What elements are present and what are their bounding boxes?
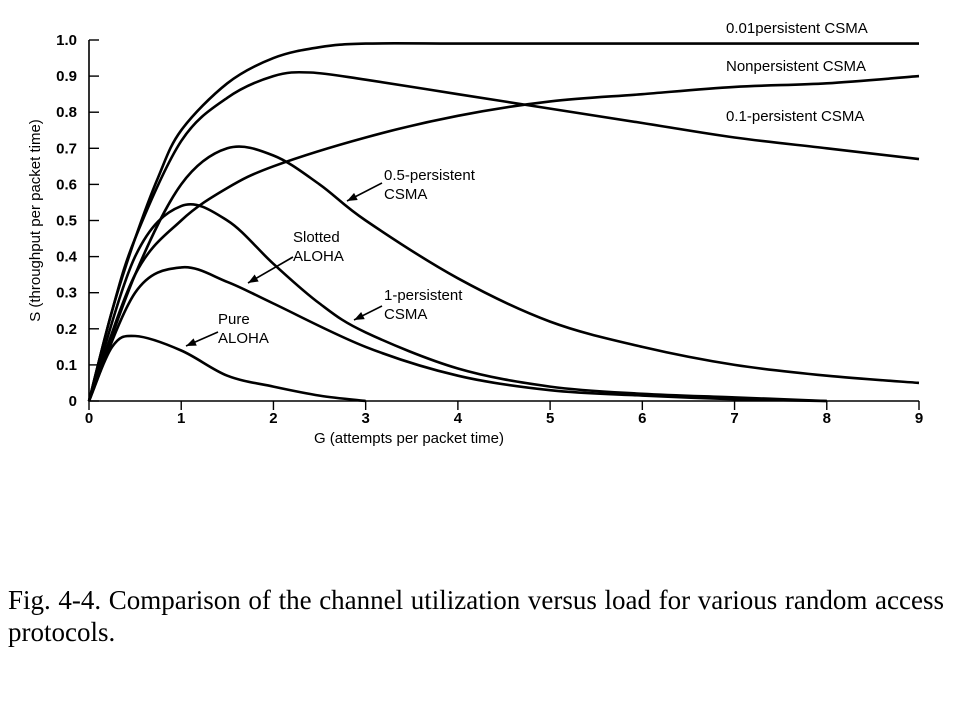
- y-tick-label: 0.6: [56, 176, 77, 193]
- y-tick-label: 0.3: [56, 285, 77, 302]
- series-annotation: Nonpersistent CSMA: [726, 58, 866, 75]
- x-tick-label: 8: [823, 410, 831, 427]
- y-tick-label: 0.2: [56, 321, 77, 338]
- y-tick-label: 0.4: [56, 249, 78, 266]
- series-annotation: CSMA: [384, 306, 427, 323]
- x-tick-label: 1: [177, 410, 185, 427]
- x-tick-label: 2: [269, 410, 277, 427]
- x-tick-label: 7: [730, 410, 738, 427]
- x-tick-label: 5: [546, 410, 554, 427]
- annotation-arrowhead: [354, 311, 365, 320]
- series-line: [87, 334, 366, 403]
- annotation-arrowhead: [248, 274, 259, 283]
- series-line: [87, 70, 920, 402]
- y-tick-label: 1.0: [56, 32, 77, 49]
- chart-axes: 0 0.1 0.2 0.3 0.4 0.5 0.6 0.7 0.8 0.9 1.0 0 1 2 3 4 5 6 7 8…: [56, 32, 923, 427]
- x-tick-label: 3: [361, 410, 369, 427]
- series-annotation: 1-persistent: [384, 287, 463, 304]
- series-line: [87, 203, 827, 403]
- series-annotation: CSMA: [384, 186, 427, 203]
- series-annotation: 0.1-persistent CSMA: [726, 108, 864, 125]
- series-line: [87, 74, 920, 402]
- series-annotation: ALOHA: [218, 330, 269, 347]
- chart: 0 0.1 0.2 0.3 0.4 0.5 0.6 0.7 0.8 0.9 1.0 0 1 2 3 4 5 6 7 8…: [27, 20, 923, 447]
- annotation-arrowhead: [347, 192, 358, 201]
- chart-annotations: 0.01persistent CSMA Nonpersistent CSMA 0.1…: [185, 20, 868, 347]
- series-line: [87, 265, 827, 403]
- y-tick-label: 0.9: [56, 68, 77, 85]
- x-tick-label: 0: [85, 410, 93, 427]
- series-annotation: Pure: [218, 311, 250, 328]
- series-line: [87, 42, 919, 402]
- y-tick-label: 0.7: [56, 140, 77, 157]
- series-line: [87, 145, 920, 402]
- series-annotation: 0.01persistent CSMA: [726, 20, 868, 37]
- series-annotation: Slotted: [293, 229, 340, 246]
- y-axis-label: S (throughput per packet time): [27, 119, 44, 322]
- x-tick-label: 9: [915, 410, 923, 427]
- y-tick-label: 0: [69, 393, 77, 410]
- chart-series: [87, 42, 920, 403]
- figure-caption: Fig. 4-4. Comparison of the channel util…: [8, 585, 944, 647]
- y-tick-label: 0.8: [56, 104, 77, 121]
- series-annotation: ALOHA: [293, 248, 344, 265]
- x-tick-label: 4: [454, 410, 463, 427]
- y-tick-label: 0.5: [56, 213, 77, 230]
- annotation-arrowhead: [186, 338, 197, 346]
- series-annotation: 0.5-persistent: [384, 167, 476, 184]
- y-tick-label: 0.1: [56, 357, 77, 374]
- x-axis-label: G (attempts per packet time): [314, 430, 504, 447]
- x-tick-label: 6: [638, 410, 646, 427]
